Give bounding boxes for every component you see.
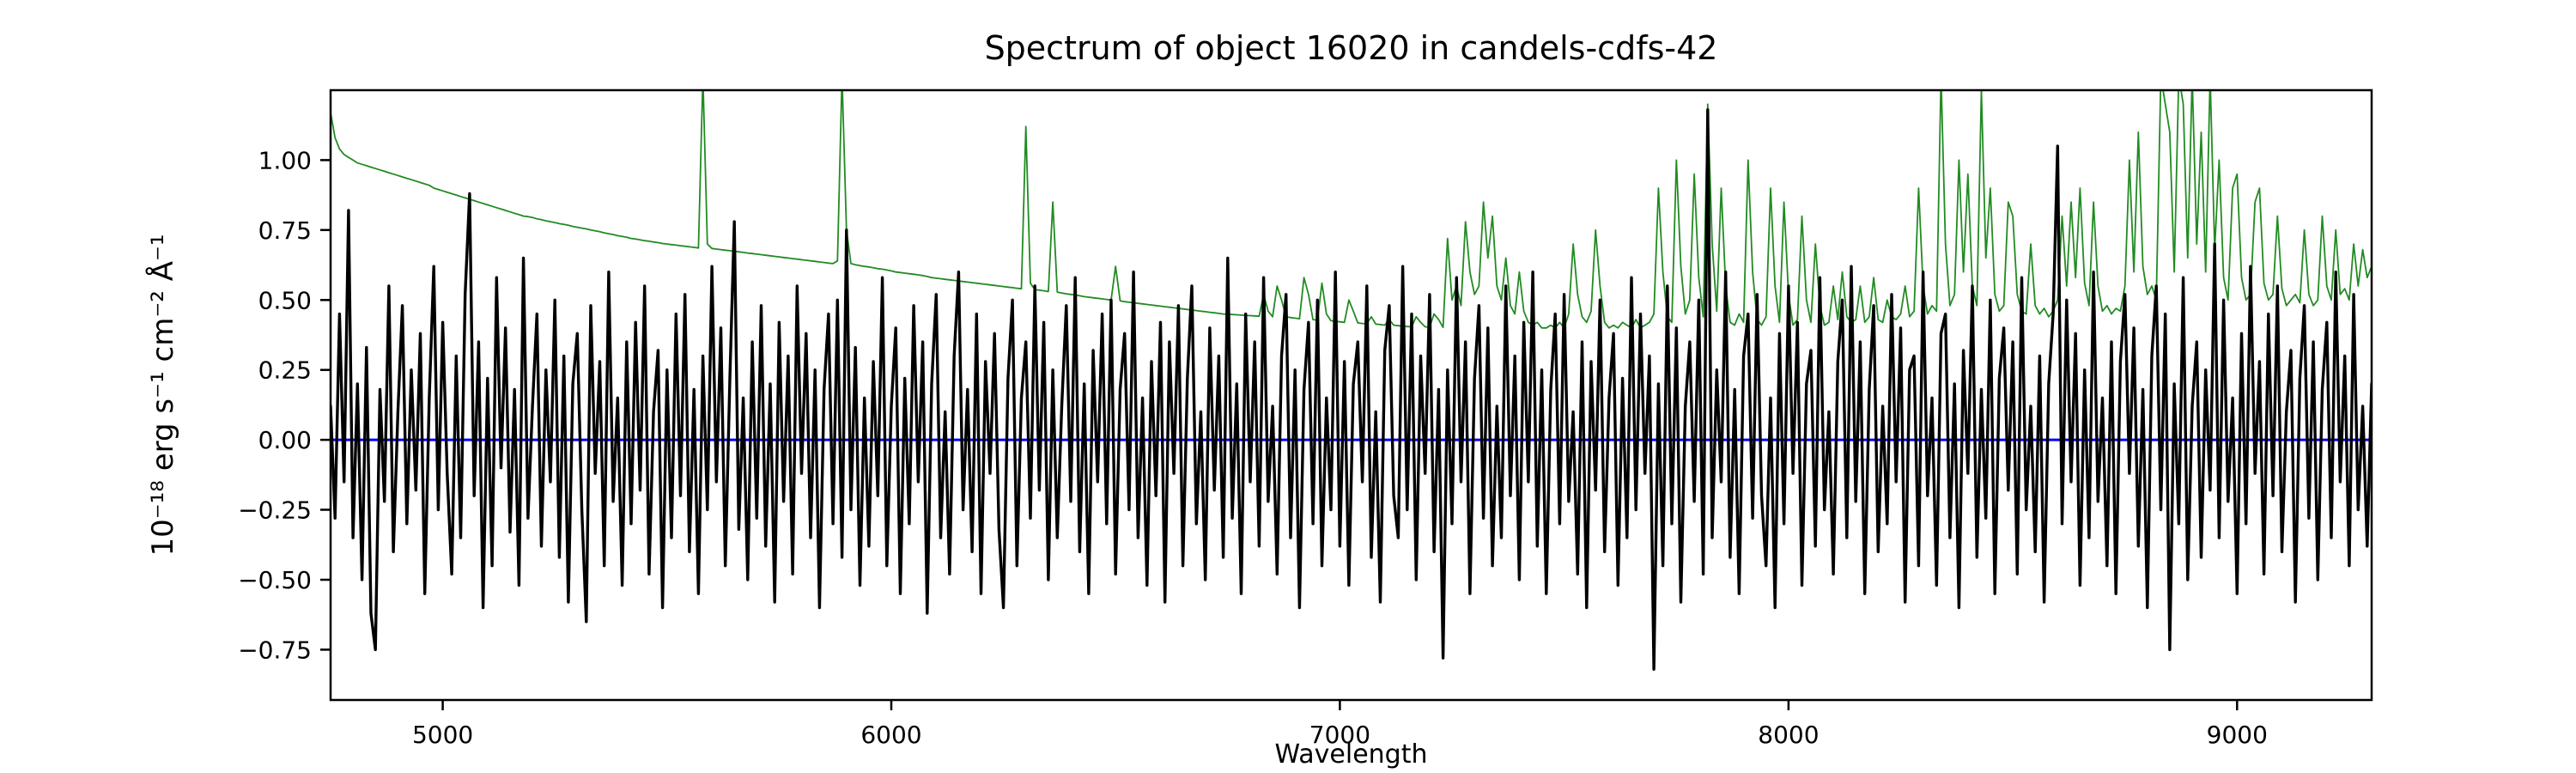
y-tick-label: 0.25 (258, 356, 312, 385)
chart-title: Spectrum of object 16020 in candels-cdfs… (984, 29, 1718, 67)
series-group (331, 90, 2372, 671)
object-flux-line (331, 108, 2372, 671)
y-tick-label: 0.50 (258, 286, 312, 314)
y-tick-label: 0.00 (258, 426, 312, 454)
x-tick-label: 5000 (412, 721, 473, 749)
y-tick-label: −0.50 (238, 566, 312, 594)
plot-border (329, 88, 2373, 702)
noise-spectrum-line (331, 90, 2372, 329)
y-tick-label: −0.25 (238, 496, 312, 525)
y-tick-label: 1.00 (258, 146, 312, 174)
x-tick-label: 9000 (2207, 721, 2268, 749)
y-tick-label: −0.75 (238, 636, 312, 664)
y-axis-label: 10⁻¹⁸ erg s⁻¹ cm⁻² Å⁻¹ (146, 234, 180, 557)
x-tick-label: 7000 (1309, 721, 1370, 749)
y-tick-label: 0.75 (258, 216, 312, 245)
x-axis-label: Wavelength (1274, 740, 1428, 770)
x-tick-label: 6000 (860, 721, 921, 749)
x-tick-label: 8000 (1758, 721, 1819, 749)
